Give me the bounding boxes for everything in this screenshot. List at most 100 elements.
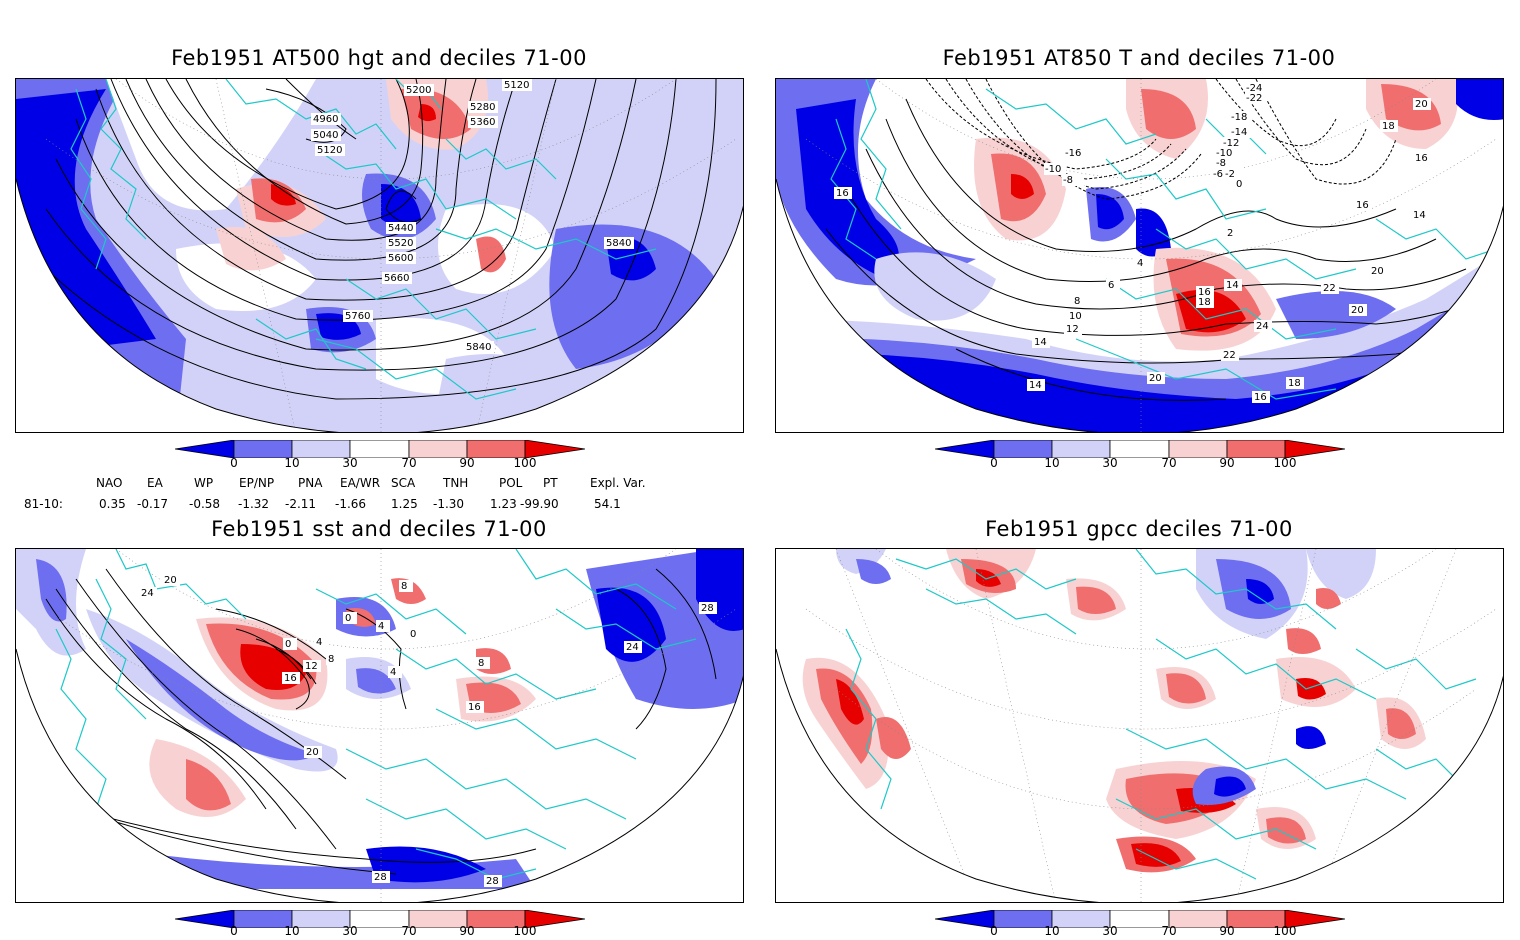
index-header: PNA — [298, 476, 323, 490]
index-value: 0.35 — [99, 497, 126, 511]
index-value: -99.90 — [520, 497, 559, 511]
contour-label: 5200 — [406, 85, 431, 96]
contour-label: -12 — [1223, 138, 1239, 149]
index-value: -1.32 — [238, 497, 270, 511]
contour-label: -2 — [1225, 169, 1235, 180]
index-header: NAO — [96, 476, 123, 490]
contour-label: 16 — [1356, 200, 1369, 211]
index-value: -2.11 — [285, 497, 317, 511]
contour-label: 5600 — [388, 253, 413, 264]
contour-label: 22 — [1223, 350, 1236, 361]
contour-label: 24 — [1256, 321, 1269, 332]
contour-label: 0 — [345, 613, 351, 624]
colorbar-tick-label: 90 — [459, 924, 475, 938]
colorbar-tick-label: 10 — [284, 924, 300, 938]
colorbar-tick-label: 0 — [230, 924, 238, 938]
index-value: 54.1 — [594, 497, 621, 511]
index-value: 1.23 — [490, 497, 517, 511]
index-value: -0.17 — [137, 497, 169, 511]
contour-label: 8 — [328, 654, 334, 665]
colorbar-tick-label: 70 — [1161, 456, 1177, 470]
index-value: -0.58 — [189, 497, 221, 511]
colorbar-tick-label: 100 — [513, 924, 537, 938]
index-header: WP — [194, 476, 214, 490]
colorbar-tick-label: 30 — [1102, 924, 1118, 938]
colorbar-tick-label: 90 — [1219, 924, 1235, 938]
contour-label: 14 — [1034, 337, 1047, 348]
contour-label: 16 — [468, 702, 481, 713]
contour-label: 20 — [164, 575, 177, 586]
contour-label: 5440 — [388, 223, 413, 234]
index-value: -1.30 — [433, 497, 465, 511]
colorbar-tick-label: 0 — [990, 924, 998, 938]
contour-label: 5280 — [470, 102, 495, 113]
colorbar-tick-label: 30 — [1102, 456, 1118, 470]
panel-4-title: Feb1951 gpcc deciles 71-00 — [985, 517, 1293, 541]
colorbar-panel-3: 0 10 30 70 90 100 — [174, 909, 586, 940]
contour-label: 24 — [141, 588, 154, 599]
contour-label: 22 — [1323, 283, 1336, 294]
contour-label: 16 — [1254, 392, 1267, 403]
colorbar-tick-label: 0 — [990, 456, 998, 470]
index-header: EA — [147, 476, 163, 490]
contour-label: 8 — [1074, 296, 1080, 307]
contour-label: 0 — [285, 639, 291, 650]
contour-label: 5040 — [313, 130, 338, 141]
index-header: TNH — [443, 476, 469, 490]
contour-label: 18 — [1382, 121, 1395, 132]
contour-label: 14 — [1226, 280, 1239, 291]
contour-label: 5760 — [345, 311, 370, 322]
contour-label: 4 — [390, 667, 396, 678]
contour-label: 2 — [1227, 228, 1233, 239]
contour-label: -14 — [1231, 127, 1247, 138]
panel-1-title: Feb1951 AT500 hgt and deciles 71-00 — [171, 46, 587, 70]
contour-label: 28 — [374, 872, 387, 883]
colorbar-panel-4: 0 10 30 70 90 100 — [934, 909, 1346, 940]
contour-label: 20 — [1351, 305, 1364, 316]
colorbar-tick-label: 10 — [284, 456, 300, 470]
contour-label: 18 — [1288, 378, 1301, 389]
contour-label: -8 — [1216, 158, 1226, 169]
contour-label: -22 — [1246, 93, 1262, 104]
contour-label: 16 — [836, 188, 849, 199]
colorbar-tick-label: 100 — [1273, 456, 1297, 470]
contour-label: 20 — [1149, 373, 1162, 384]
colorbar-tick-label: 90 — [459, 456, 475, 470]
contour-label: 5120 — [317, 145, 342, 156]
index-row-label: 81-10: — [24, 497, 63, 511]
colorbar-panel-1: 0 10 30 70 90 100 — [174, 439, 586, 476]
panel-3-title: Feb1951 sst and deciles 71-00 — [211, 517, 547, 541]
index-header: Expl. Var. — [590, 476, 646, 490]
index-header: PT — [543, 476, 558, 490]
contour-label: -8 — [1063, 175, 1073, 186]
contour-label: 5360 — [470, 117, 495, 128]
contour-label: 5660 — [384, 273, 409, 284]
index-header: SCA — [391, 476, 416, 490]
contour-label: 16 — [1415, 153, 1428, 164]
contour-label: 0 — [1236, 179, 1242, 190]
contour-label: -6 — [1213, 169, 1223, 180]
map-panel-500hPa-height: 5200 5120 5280 5360 4960 5040 5120 5440 … — [15, 78, 744, 433]
contour-label: 12 — [1066, 324, 1079, 335]
contour-label: -24 — [1246, 83, 1262, 94]
colorbar-tick-label: 100 — [513, 456, 537, 470]
index-header: EP/NP — [239, 476, 275, 490]
contour-label: 16 — [284, 673, 297, 684]
contour-label: 28 — [486, 876, 499, 887]
colorbar-tick-label: 70 — [1161, 924, 1177, 938]
map-panel-850hPa-temperature: -24 -22 -18 -14 -12 -10 -8 -6 -2 0 -16 -… — [775, 78, 1504, 433]
contour-label: 20 — [1371, 266, 1384, 277]
contour-label: 20 — [1415, 99, 1428, 110]
contour-label: 4 — [1137, 258, 1143, 269]
map-panel-gpcc-precipitation — [775, 548, 1504, 903]
colorbar-tick-label: 30 — [342, 456, 358, 470]
colorbar-tick-label: 100 — [1273, 924, 1297, 938]
contour-label: -10 — [1045, 164, 1061, 175]
index-header: EA/WR — [340, 476, 381, 490]
contour-label: -10 — [1216, 148, 1232, 159]
panel-2-title: Feb1951 AT850 T and deciles 71-00 — [942, 46, 1336, 70]
contour-label: 24 — [626, 642, 639, 653]
contour-label: 0 — [410, 629, 416, 640]
contour-label: 5840 — [466, 342, 491, 353]
contour-label: 16 — [1198, 287, 1211, 298]
